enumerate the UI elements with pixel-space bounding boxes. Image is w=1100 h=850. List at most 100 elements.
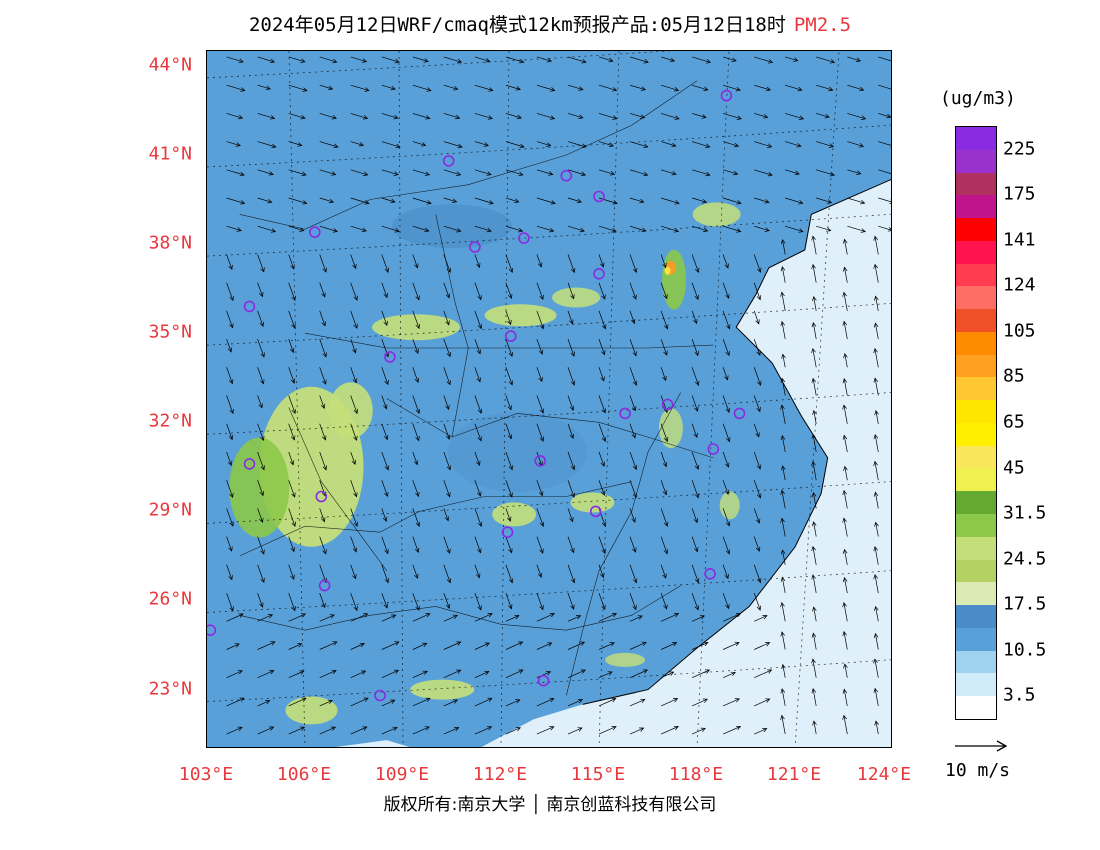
wind-vector bbox=[505, 395, 512, 411]
colorbar-segment bbox=[956, 400, 996, 423]
wind-vector bbox=[691, 615, 706, 622]
wind-vector bbox=[412, 642, 428, 650]
wind-vector bbox=[505, 367, 514, 386]
wind-vector bbox=[536, 282, 544, 301]
colorbar-segment bbox=[956, 377, 996, 401]
wind-vector bbox=[660, 254, 667, 269]
city-marker bbox=[593, 190, 605, 203]
wind-vector bbox=[412, 310, 420, 330]
wind-vector bbox=[474, 338, 482, 355]
wind-vector bbox=[257, 536, 265, 555]
lon-gridline bbox=[794, 51, 840, 747]
wind-vector bbox=[780, 291, 786, 311]
colorbar-segment bbox=[956, 536, 996, 560]
wind-vector bbox=[257, 169, 274, 176]
wind-vector bbox=[754, 698, 771, 707]
concentration-area bbox=[328, 382, 373, 439]
wind-vector bbox=[226, 169, 245, 177]
concentration-area bbox=[229, 437, 290, 538]
wind-vector bbox=[691, 395, 699, 412]
wind-vector bbox=[474, 536, 482, 554]
wind-vector bbox=[257, 423, 265, 442]
wind-vector bbox=[443, 169, 462, 176]
city-marker bbox=[318, 579, 331, 592]
wind-vector bbox=[257, 395, 263, 409]
wind-vector bbox=[754, 197, 770, 204]
city-marker bbox=[707, 443, 720, 455]
wind-vector bbox=[816, 56, 836, 64]
city-marker bbox=[733, 407, 746, 420]
wind-vector bbox=[474, 726, 493, 735]
wind-vector bbox=[443, 310, 450, 326]
wind-vector bbox=[226, 367, 234, 385]
wind-vector bbox=[443, 641, 462, 650]
wind-vector bbox=[811, 658, 817, 678]
wind-vector bbox=[691, 225, 709, 232]
wind-vector bbox=[811, 433, 817, 453]
wind-vector bbox=[288, 564, 295, 580]
wind-vector bbox=[319, 169, 337, 176]
city-marker bbox=[384, 351, 396, 363]
colorbar-segment bbox=[956, 127, 996, 150]
wind-vector bbox=[753, 423, 760, 438]
wind-vector bbox=[785, 56, 799, 62]
wind-vector bbox=[505, 564, 514, 584]
wind-vector bbox=[288, 338, 295, 354]
wind-vector bbox=[753, 536, 761, 552]
wind-vector bbox=[226, 141, 241, 147]
wind-vector bbox=[878, 197, 891, 204]
wind-vector bbox=[288, 423, 296, 441]
wind-vector bbox=[536, 225, 555, 233]
wind-vector bbox=[754, 728, 768, 735]
wind-vector bbox=[598, 395, 607, 414]
wind-vector bbox=[691, 84, 709, 91]
wind-vector bbox=[319, 508, 326, 523]
wind-vector bbox=[874, 720, 879, 735]
wind-vector bbox=[567, 423, 575, 440]
province-boundary bbox=[566, 392, 681, 696]
concentration-area bbox=[662, 249, 687, 310]
wind-vector bbox=[443, 592, 451, 610]
wind-vector bbox=[505, 508, 512, 522]
wind-vector bbox=[598, 564, 605, 579]
wind-vector bbox=[257, 56, 276, 64]
wind-vector bbox=[780, 435, 786, 453]
wind-vector bbox=[598, 113, 618, 120]
wind-vector bbox=[873, 632, 879, 650]
concentration-area bbox=[719, 491, 740, 520]
colorbar-segment bbox=[956, 491, 996, 515]
wind-vector bbox=[443, 197, 458, 203]
lat-gridline bbox=[207, 213, 891, 257]
city-marker bbox=[593, 268, 605, 280]
wind-vector bbox=[842, 378, 848, 396]
wind-vector bbox=[381, 84, 396, 91]
wind-vector bbox=[226, 395, 234, 415]
wind-vector bbox=[598, 282, 606, 300]
wind-vector bbox=[781, 663, 786, 678]
wind-vector bbox=[257, 670, 275, 679]
wind-vector bbox=[412, 592, 420, 611]
wind-vector bbox=[722, 338, 730, 357]
wind-vector bbox=[443, 480, 451, 498]
wind-vector bbox=[536, 564, 543, 578]
wind-vector bbox=[319, 423, 327, 441]
colorbar-tick-label: 175 bbox=[1003, 183, 1036, 205]
wind-vector bbox=[567, 395, 575, 411]
wind-vector bbox=[754, 141, 773, 148]
wind-vector bbox=[288, 726, 306, 735]
wind-vector bbox=[873, 434, 879, 453]
wind-vector bbox=[474, 282, 482, 301]
wind-vector bbox=[812, 296, 817, 311]
wind-vector bbox=[226, 697, 245, 707]
wind-vector bbox=[598, 613, 618, 622]
wind-vector bbox=[443, 395, 450, 411]
wind-vector bbox=[812, 606, 817, 622]
wind-vector bbox=[598, 726, 617, 735]
wind-vector bbox=[567, 615, 582, 622]
wind-vector bbox=[598, 367, 605, 382]
wind-vector bbox=[629, 282, 637, 300]
wind-vector bbox=[753, 451, 762, 470]
colorbar-segment bbox=[956, 696, 996, 719]
wind-vector bbox=[629, 669, 649, 679]
wind-vector bbox=[257, 726, 275, 735]
